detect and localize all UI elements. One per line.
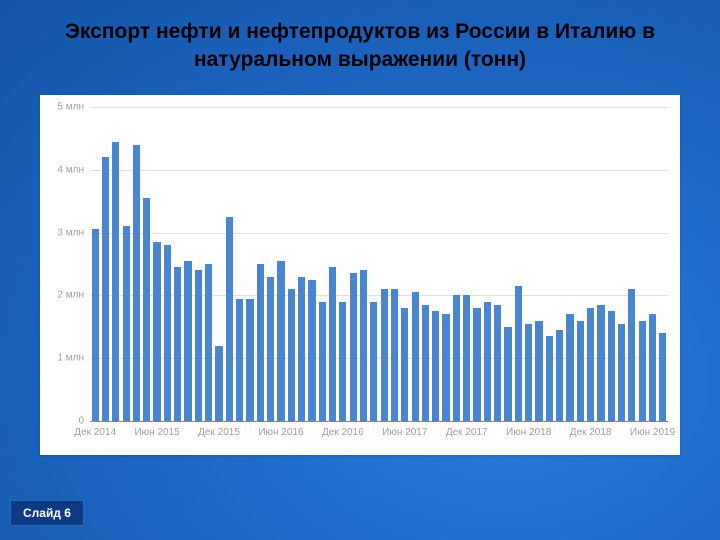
bar xyxy=(515,286,522,421)
bar xyxy=(257,264,264,421)
bar xyxy=(587,308,594,421)
x-tick-label: Дек 2015 xyxy=(198,427,240,438)
y-tick-label: 4 млн xyxy=(57,164,84,175)
bar xyxy=(112,142,119,421)
y-tick-label: 3 млн xyxy=(57,227,84,238)
bar xyxy=(215,346,222,421)
bar xyxy=(484,302,491,421)
bar xyxy=(659,333,666,421)
bar xyxy=(164,245,171,421)
bar xyxy=(525,324,532,421)
bar xyxy=(339,302,346,421)
y-tick-label: 0 xyxy=(78,416,84,427)
y-tick-label: 2 млн xyxy=(57,290,84,301)
bar xyxy=(597,305,604,421)
bar xyxy=(453,295,460,421)
bar xyxy=(618,324,625,421)
bar xyxy=(246,299,253,421)
bar xyxy=(123,226,130,421)
bar xyxy=(360,270,367,421)
bar xyxy=(546,336,553,421)
bar xyxy=(288,289,295,421)
bar xyxy=(577,321,584,421)
x-tick-label: Июн 2016 xyxy=(258,427,303,438)
bar xyxy=(381,289,388,421)
bar xyxy=(308,280,315,421)
bar xyxy=(236,299,243,421)
slide-number-badge: Слайд 6 xyxy=(10,500,84,526)
slide-title: Экспорт нефти и нефтепродуктов из России… xyxy=(0,0,720,75)
bar xyxy=(174,267,181,421)
bar xyxy=(277,261,284,421)
bar xyxy=(649,314,656,421)
x-tick-label: Июн 2015 xyxy=(134,427,179,438)
x-tick-label: Дек 2018 xyxy=(570,427,612,438)
x-tick-label: Июн 2018 xyxy=(506,427,551,438)
bar xyxy=(432,311,439,421)
y-tick-label: 1 млн xyxy=(57,353,84,364)
x-tick-label: Июн 2019 xyxy=(630,427,675,438)
plot-area: 01 млн2 млн3 млн4 млн5 млнДек 2014Июн 20… xyxy=(90,107,668,421)
x-tick-label: Дек 2014 xyxy=(74,427,116,438)
chart-inner: 0 1 млн 2 млн 3 млн 4 млн 5 млн Дек 2014 Июн 20… xyxy=(40,95,680,455)
bar xyxy=(102,157,109,421)
bar xyxy=(463,295,470,421)
bar xyxy=(298,277,305,421)
slide: Экспорт нефти и нефтепродуктов из России… xyxy=(0,0,720,540)
bar xyxy=(494,305,501,421)
bar xyxy=(412,292,419,421)
bar xyxy=(535,321,542,421)
x-tick-label: Дек 2017 xyxy=(446,427,488,438)
bar xyxy=(143,198,150,421)
y-tick-label: 5 млн xyxy=(57,102,84,113)
bars xyxy=(90,107,668,421)
bar xyxy=(329,267,336,421)
x-axis-line xyxy=(90,421,668,422)
bar xyxy=(422,305,429,421)
bar xyxy=(370,302,377,421)
bar xyxy=(92,229,99,421)
bar xyxy=(319,302,326,421)
bar xyxy=(401,308,408,421)
bar xyxy=(608,311,615,421)
bar xyxy=(184,261,191,421)
bar xyxy=(628,289,635,421)
bar xyxy=(350,273,357,421)
export-chart: 0 1 млн 2 млн 3 млн 4 млн 5 млн Дек 2014 Июн 20… xyxy=(40,95,680,455)
x-tick-label: Июн 2017 xyxy=(382,427,427,438)
bar xyxy=(391,289,398,421)
bar xyxy=(442,314,449,421)
bar xyxy=(195,270,202,421)
bar xyxy=(133,145,140,421)
bar xyxy=(504,327,511,421)
bar xyxy=(639,321,646,421)
bar xyxy=(205,264,212,421)
x-tick-label: Дек 2016 xyxy=(322,427,364,438)
bar xyxy=(566,314,573,421)
bar xyxy=(267,277,274,421)
bar xyxy=(473,308,480,421)
bar xyxy=(153,242,160,421)
bar xyxy=(556,330,563,421)
bar xyxy=(226,217,233,421)
